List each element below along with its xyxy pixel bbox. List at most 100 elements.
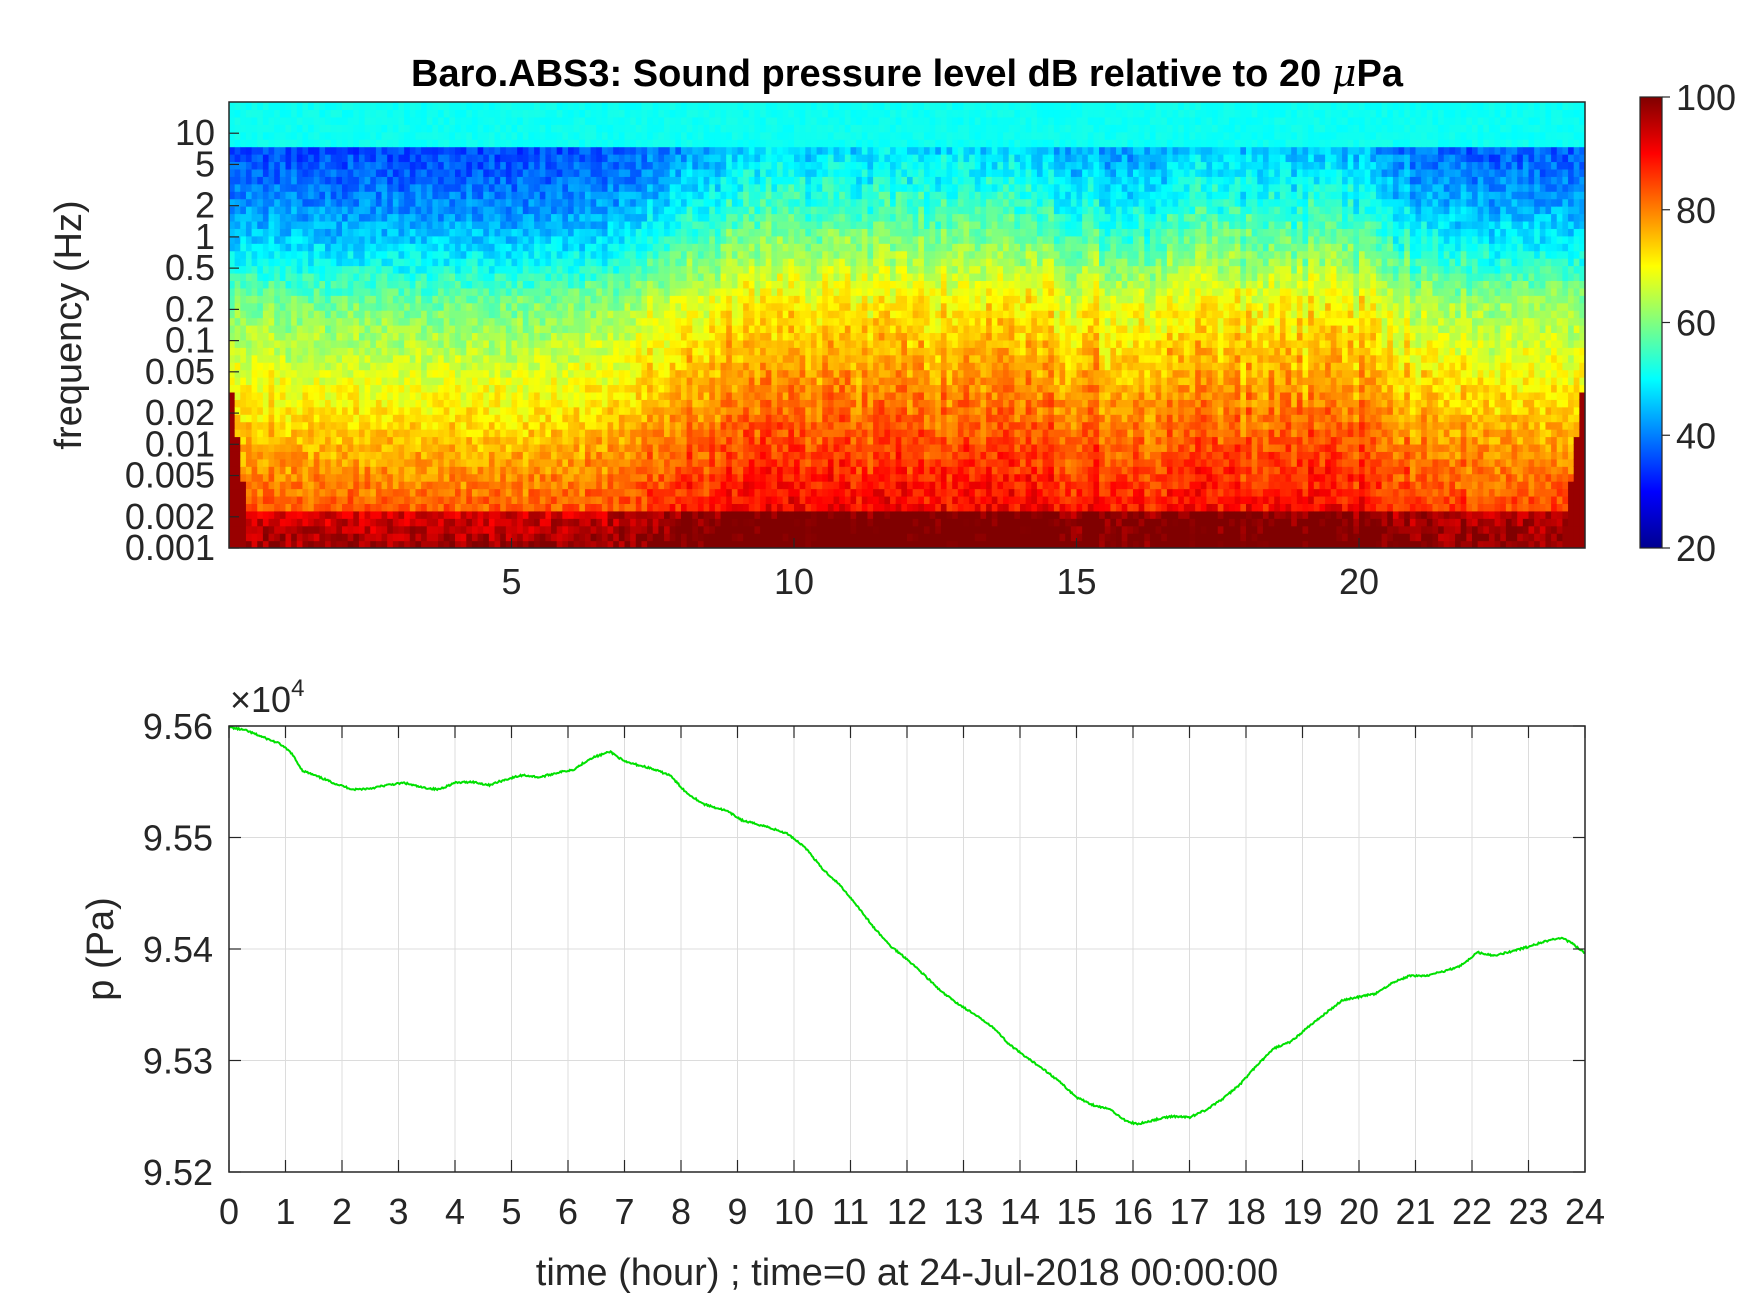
heatmap-cell — [336, 325, 343, 334]
heatmap-cell — [375, 518, 383, 527]
heatmap-cell — [584, 488, 592, 497]
heatmap-cell — [562, 443, 569, 452]
heatmap-cell — [234, 481, 241, 490]
heatmap-cell — [579, 146, 586, 155]
heatmap-cell — [471, 280, 479, 289]
heatmap-cell — [358, 206, 366, 215]
heatmap-cell — [387, 429, 394, 438]
heatmap-cell — [647, 102, 654, 111]
heatmap-cell — [590, 124, 597, 133]
heatmap-cell — [522, 310, 530, 319]
heatmap-cell — [500, 451, 507, 460]
heatmap-cell — [658, 466, 665, 475]
heatmap-cell — [375, 332, 383, 341]
heatmap-cell — [624, 154, 631, 163]
heatmap-cell — [291, 473, 298, 482]
heatmap-cell — [302, 406, 309, 415]
heatmap-cell — [308, 131, 315, 140]
heatmap-cell — [539, 325, 546, 334]
heatmap-cell — [336, 235, 343, 244]
heatmap-cell — [308, 325, 315, 334]
heatmap-cell — [438, 429, 445, 438]
heatmap-cell — [274, 510, 281, 519]
heatmap-cell — [353, 443, 360, 452]
heatmap-cell — [409, 310, 417, 319]
heatmap-cell — [635, 503, 643, 512]
heatmap-cell — [635, 384, 643, 393]
heatmap-cell — [426, 354, 433, 363]
heatmap-cell — [421, 510, 428, 519]
heatmap-cell — [404, 354, 411, 363]
heatmap-cell — [392, 109, 400, 118]
heatmap-cell — [274, 466, 281, 475]
heatmap-cell — [347, 191, 354, 200]
heatmap-cell — [697, 458, 705, 467]
heatmap-cell — [325, 302, 332, 311]
heatmap-cell — [398, 154, 405, 163]
heatmap-cell — [257, 533, 264, 542]
heatmap-cell — [313, 377, 320, 386]
heatmap-cell — [607, 533, 614, 542]
heatmap-cell — [313, 280, 320, 289]
heatmap-cell — [669, 198, 676, 207]
heatmap-cell — [432, 339, 439, 348]
heatmap-cell — [584, 161, 592, 170]
heatmap-cell — [274, 317, 281, 326]
heatmap-cell — [488, 235, 496, 244]
heatmap-cell — [584, 235, 592, 244]
heatmap-cell — [573, 473, 580, 482]
heatmap-cell — [319, 102, 326, 111]
heatmap-cell — [675, 406, 682, 415]
heatmap-cell — [302, 339, 309, 348]
heatmap-cell — [505, 191, 513, 200]
heatmap-cell — [681, 384, 688, 393]
heatmap-cell — [607, 124, 614, 133]
heatmap-cell — [477, 295, 484, 304]
heatmap-cell — [618, 154, 626, 163]
heatmap-cell — [630, 310, 637, 319]
heatmap-cell — [551, 183, 558, 192]
heatmap-cell — [325, 161, 332, 170]
heatmap-cell — [302, 154, 309, 163]
heatmap-cell — [449, 131, 456, 140]
heatmap-cell — [240, 154, 247, 163]
heatmap-cell — [358, 429, 366, 438]
heatmap-cell — [421, 161, 428, 170]
heatmap-cell — [545, 332, 552, 341]
heatmap-cell — [635, 451, 643, 460]
heatmap-cell — [686, 235, 693, 244]
heatmap-cell — [353, 540, 360, 548]
heatmap-cell — [415, 533, 422, 542]
heatmap-cell — [477, 339, 484, 348]
heatmap-cell — [539, 258, 546, 267]
heatmap-cell — [421, 280, 428, 289]
heatmap-cell — [381, 191, 388, 200]
heatmap-cell — [291, 339, 298, 348]
heatmap-cell — [353, 243, 360, 252]
heatmap-cell — [319, 362, 326, 371]
heatmap-cell — [590, 191, 597, 200]
heatmap-cell — [568, 220, 575, 229]
heatmap-cell — [607, 228, 614, 237]
heatmap-cell — [511, 525, 518, 534]
heatmap-cell — [229, 525, 236, 534]
heatmap-cell — [607, 206, 614, 215]
heatmap-cell — [443, 198, 450, 207]
heatmap-cell — [477, 369, 484, 378]
heatmap-cell — [285, 406, 292, 415]
heatmap-cell — [404, 377, 411, 386]
heatmap-cell — [630, 295, 637, 304]
heatmap-cell — [675, 495, 682, 504]
heatmap-cell — [308, 473, 315, 482]
heatmap-cell — [477, 176, 484, 185]
heatmap-cell — [618, 421, 626, 430]
heatmap-cell — [353, 295, 360, 304]
heatmap-cell — [630, 525, 637, 534]
heatmap-cell — [471, 525, 479, 534]
heatmap-cell — [579, 347, 586, 356]
heatmap-cell — [664, 466, 671, 475]
heatmap-cell — [551, 213, 558, 222]
heatmap-cell — [500, 206, 507, 215]
heatmap-cell — [675, 206, 682, 215]
heatmap-cell — [539, 518, 546, 527]
